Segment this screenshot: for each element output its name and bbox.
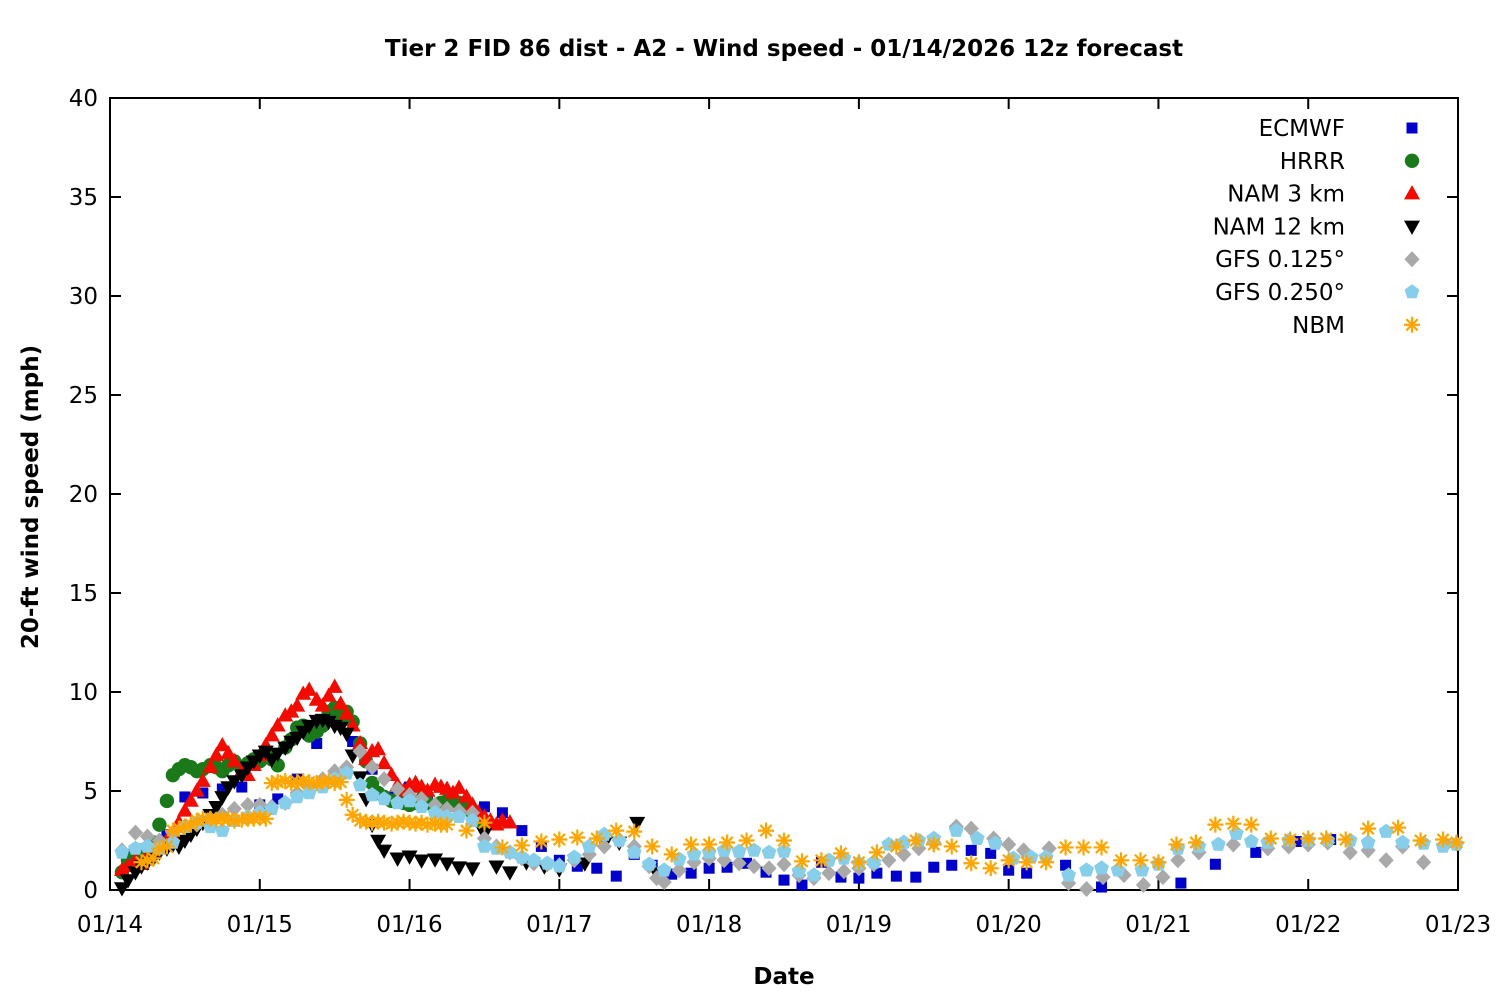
x-axis-label: Date	[753, 964, 814, 990]
legend-label: NAM 12 km	[1213, 214, 1345, 240]
y-tick-label: 10	[69, 680, 98, 706]
x-tick-label: 01/17	[526, 912, 592, 938]
series-nbm	[133, 773, 1465, 877]
plot-area: 01/14 01/15 01/16 01/17 01/18 01/19 01/20 01/21…	[69, 86, 1491, 938]
y-tick-label: 15	[69, 581, 98, 607]
x-tick-label: 01/14	[77, 912, 143, 938]
x-tick-label: 01/22	[1275, 912, 1341, 938]
y-axis-ticks: 0 5 10 15 20 25 30 35 40	[69, 86, 1458, 904]
x-tick-label: 01/16	[376, 912, 442, 938]
y-tick-label: 20	[69, 482, 98, 508]
y-tick-label: 40	[69, 86, 98, 112]
legend-label: GFS 0.250°	[1215, 280, 1345, 306]
y-tick-label: 25	[69, 383, 98, 409]
x-tick-label: 01/23	[1425, 912, 1491, 938]
x-tick-label: 01/20	[976, 912, 1042, 938]
legend-label: GFS 0.125°	[1215, 247, 1345, 273]
y-axis-label: 20-ft wind speed (mph)	[18, 345, 44, 649]
y-tick-label: 30	[69, 284, 98, 310]
x-tick-label: 01/19	[826, 912, 892, 938]
y-tick-label: 5	[83, 779, 98, 805]
x-axis-ticks: 01/14 01/15 01/16 01/17 01/18 01/19 01/20 01/21…	[77, 98, 1491, 938]
legend-label: NAM 3 km	[1227, 182, 1345, 208]
y-tick-label: 0	[83, 878, 98, 904]
x-tick-label: 01/21	[1125, 912, 1191, 938]
legend-label: ECMWF	[1259, 116, 1345, 142]
series-gfs-0-125-	[114, 743, 1465, 898]
chart-title: Tier 2 FID 86 dist - A2 - Wind speed - 0…	[385, 36, 1183, 62]
y-tick-label: 35	[69, 185, 98, 211]
x-tick-label: 01/15	[227, 912, 293, 938]
legend-label: NBM	[1292, 313, 1345, 339]
x-tick-label: 01/18	[676, 912, 742, 938]
legend: ECMWF HRRR NAM 3 km NAM 12 km GFS 0.125° GFS …	[1213, 116, 1420, 339]
legend-label: HRRR	[1280, 149, 1345, 175]
